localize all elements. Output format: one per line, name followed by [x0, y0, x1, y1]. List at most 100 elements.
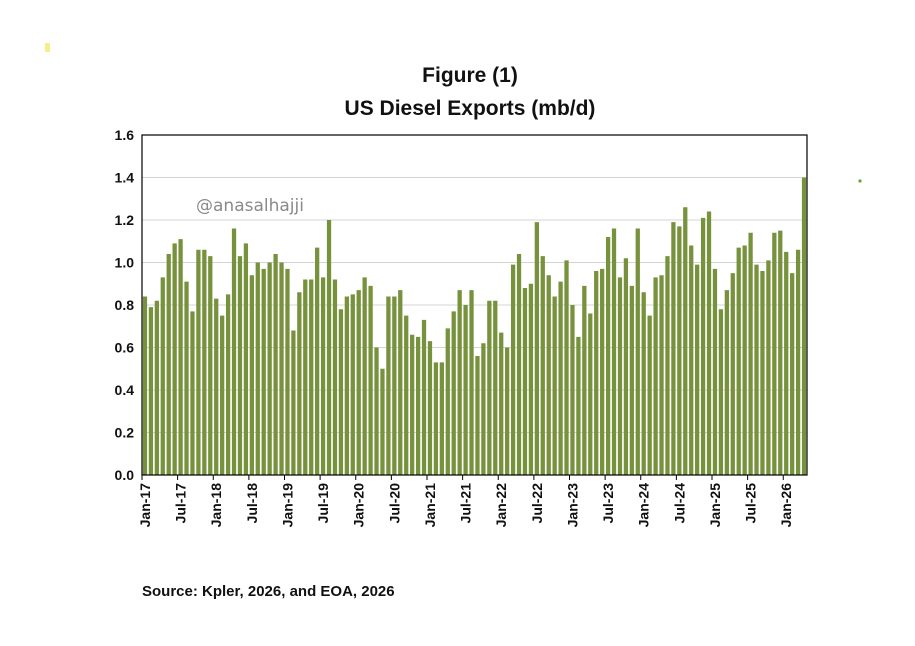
bar — [706, 211, 712, 475]
bar — [742, 245, 747, 475]
bar — [332, 279, 338, 475]
bar — [279, 262, 284, 475]
bar — [724, 290, 729, 476]
bar — [404, 315, 409, 476]
bar — [778, 230, 783, 475]
bar — [736, 247, 741, 475]
bar — [142, 296, 148, 475]
bar — [695, 264, 700, 476]
bar — [534, 222, 539, 475]
bar — [237, 256, 243, 476]
bar — [392, 296, 397, 475]
bar — [617, 277, 623, 476]
bar — [380, 368, 385, 475]
bar — [415, 336, 421, 476]
bar — [166, 254, 171, 475]
bar — [505, 347, 510, 475]
bar — [178, 239, 183, 476]
bar — [647, 315, 652, 476]
bar — [445, 328, 450, 476]
bar — [249, 275, 254, 475]
bar — [510, 264, 516, 476]
bar — [267, 262, 272, 475]
bar — [558, 281, 563, 476]
x-tick-label: Jan-20 — [351, 483, 367, 528]
bar — [320, 277, 326, 476]
decorative-dot — [858, 179, 862, 183]
bar — [190, 311, 195, 476]
bar — [214, 298, 219, 476]
y-tick-label: 1.2 — [115, 212, 135, 228]
bar — [433, 362, 439, 476]
x-tick-label: Jan-23 — [565, 483, 581, 528]
y-tick-label: 1.6 — [115, 127, 135, 143]
bar — [421, 319, 427, 476]
bar — [784, 251, 789, 476]
bar — [261, 268, 266, 476]
bar — [718, 309, 724, 475]
x-tick-label: Jul-24 — [671, 483, 687, 524]
bar — [439, 362, 444, 476]
bar — [659, 275, 664, 475]
bar — [748, 232, 753, 475]
bar — [499, 332, 504, 476]
bar — [772, 232, 777, 475]
bar — [588, 313, 593, 475]
bar — [285, 268, 290, 476]
bar — [220, 315, 225, 476]
bar — [754, 264, 759, 476]
bar — [427, 341, 433, 476]
bar — [160, 277, 165, 476]
bar — [552, 296, 557, 475]
x-tick-label: Jan-17 — [137, 483, 153, 528]
bar — [202, 249, 207, 475]
bar — [570, 305, 575, 475]
bar — [546, 275, 551, 475]
x-axis-ticks: Jan-17 Jul-17 Jan-18 Jul-18 Jan-19 Jul-19 Jan-… — [137, 475, 794, 527]
x-tick-label: Jan-21 — [422, 483, 438, 528]
bar — [795, 249, 801, 475]
bar — [356, 290, 361, 476]
decorative-speck — [45, 43, 50, 52]
bar — [291, 330, 296, 475]
bar — [410, 334, 415, 475]
x-tick-label: Jul-19 — [315, 483, 331, 524]
x-tick-label: Jan-26 — [778, 483, 794, 528]
y-tick-label: 0.4 — [115, 382, 135, 398]
bar — [635, 228, 640, 475]
x-tick-label: Jan-25 — [707, 483, 723, 528]
bar — [303, 279, 308, 475]
bar — [481, 343, 486, 475]
y-tick-label: 0.6 — [115, 340, 135, 356]
x-tick-label: Jul-21 — [458, 483, 474, 524]
bar — [231, 228, 237, 475]
bar — [273, 254, 278, 475]
bars — [142, 177, 807, 476]
bar — [457, 290, 462, 476]
bar — [671, 222, 676, 475]
chart-subtitle: US Diesel Exports (mb/d) — [345, 97, 596, 120]
bar — [338, 309, 344, 475]
bar — [386, 296, 391, 475]
bar — [528, 283, 534, 475]
y-tick-label: 0.8 — [115, 297, 135, 313]
bar — [540, 256, 545, 476]
bar — [362, 277, 367, 476]
bar — [172, 243, 177, 476]
bar — [516, 254, 522, 475]
bar — [623, 258, 629, 475]
x-tick-label: Jul-22 — [529, 483, 545, 524]
bar — [522, 288, 528, 475]
bar — [594, 271, 599, 475]
x-tick-label: Jul-18 — [244, 483, 260, 524]
bar — [653, 277, 658, 476]
bar — [374, 347, 379, 475]
bar — [297, 292, 302, 475]
bar — [148, 307, 154, 476]
chart-title: Figure (1) — [422, 64, 518, 87]
y-tick-label: 0.0 — [115, 467, 135, 483]
bar — [641, 292, 646, 475]
x-tick-label: Jan-24 — [636, 483, 652, 528]
y-tick-label: 1.4 — [115, 170, 135, 186]
bar — [600, 268, 605, 476]
